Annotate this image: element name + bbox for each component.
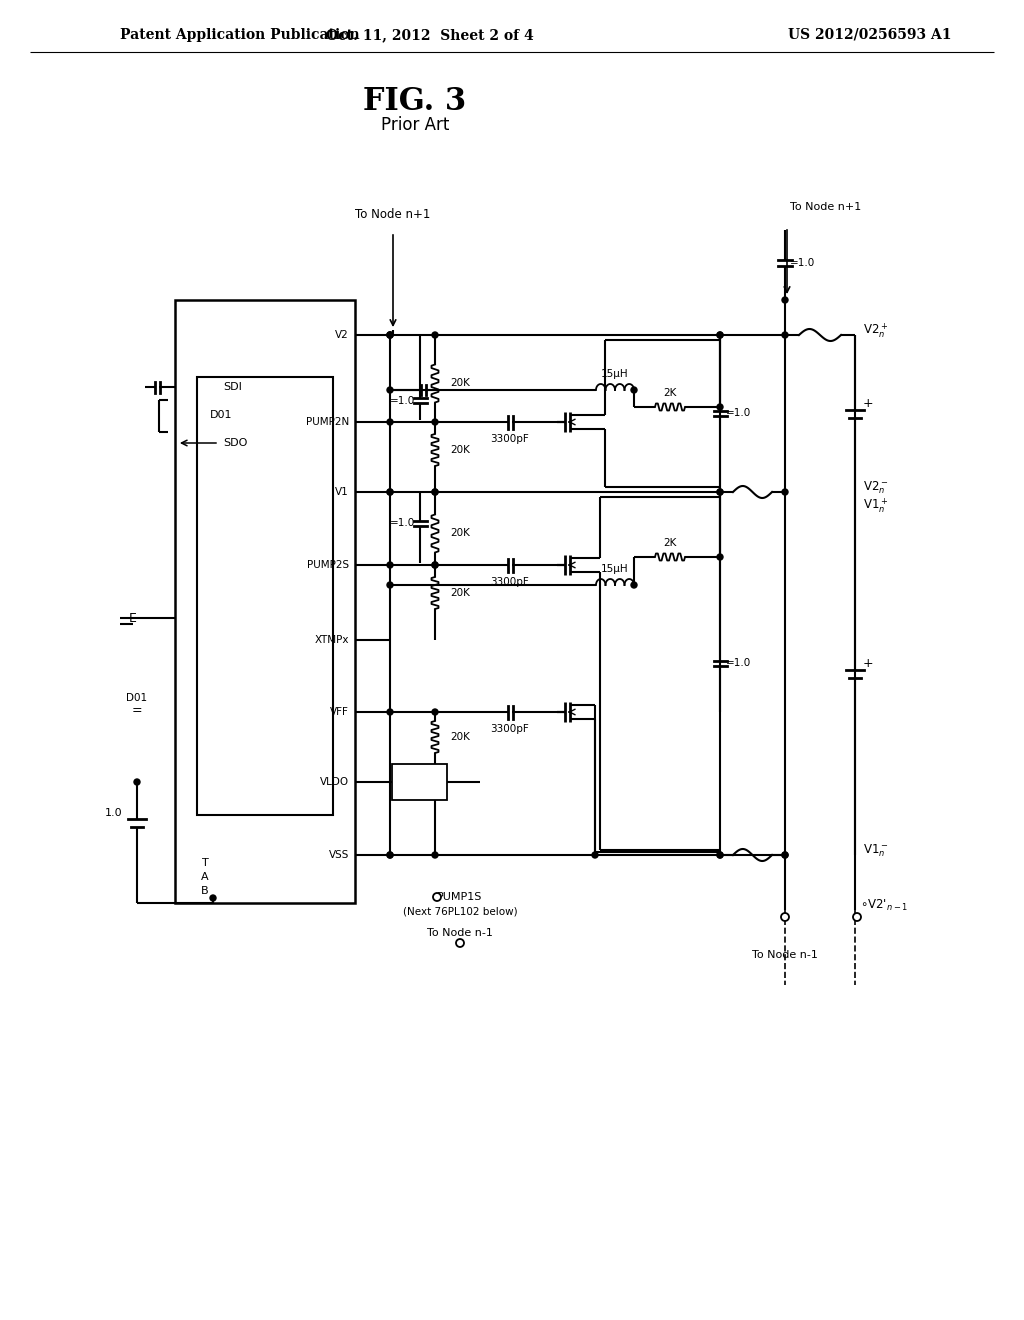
Text: Oct. 11, 2012  Sheet 2 of 4: Oct. 11, 2012 Sheet 2 of 4 [326,28,534,42]
Text: B: B [201,886,209,896]
Circle shape [387,851,393,858]
Circle shape [717,404,723,411]
Text: (Next 76PL102 below): (Next 76PL102 below) [402,907,517,917]
Text: V1$^+_n$: V1$^+_n$ [863,496,888,515]
Text: PUMP1S: PUMP1S [437,892,482,902]
Circle shape [387,333,393,338]
Text: 3300pF: 3300pF [490,723,529,734]
Circle shape [717,851,723,858]
Text: 15μH: 15μH [601,564,629,574]
Circle shape [432,333,438,338]
Circle shape [631,387,637,393]
Text: +: + [863,657,873,671]
Text: D01: D01 [210,411,232,420]
Circle shape [717,554,723,560]
Text: +: + [863,397,873,411]
Circle shape [432,562,438,568]
Circle shape [210,895,216,902]
Circle shape [134,779,140,785]
Text: VSS: VSS [329,850,349,861]
Circle shape [456,939,464,946]
Bar [175,300,355,903]
Circle shape [387,851,393,858]
Circle shape [853,913,861,921]
Circle shape [717,333,723,338]
Text: PUMP2S: PUMP2S [307,560,349,570]
Text: To Node n+1: To Node n+1 [790,202,861,213]
Circle shape [717,333,723,338]
Circle shape [717,488,723,495]
Bar [392,764,447,800]
Text: To Node n+1: To Node n+1 [355,209,431,222]
Text: =1.0: =1.0 [726,408,752,418]
Text: FIG. 3: FIG. 3 [364,87,467,117]
Text: Prior Art: Prior Art [381,116,450,135]
Circle shape [387,709,393,715]
Circle shape [781,913,790,921]
Text: V1$^-_n$: V1$^-_n$ [863,842,888,859]
Text: =1.0: =1.0 [390,396,415,405]
Circle shape [432,709,438,715]
Circle shape [782,851,788,858]
Text: Patent Application Publication: Patent Application Publication [120,28,359,42]
Text: =1.0: =1.0 [790,257,815,268]
Text: V1: V1 [335,487,349,498]
Circle shape [387,582,393,587]
Text: 20K: 20K [450,587,470,598]
Circle shape [387,387,393,393]
Circle shape [432,488,438,495]
Circle shape [592,851,598,858]
Text: 15μH: 15μH [601,370,629,379]
Text: To Node n-1: To Node n-1 [427,928,493,939]
Circle shape [387,488,393,495]
Text: US 2012/0256593 A1: US 2012/0256593 A1 [788,28,951,42]
Text: To Node n-1: To Node n-1 [752,950,818,960]
Text: A: A [201,873,209,882]
Text: VLDO: VLDO [319,777,349,787]
Text: 2K: 2K [664,539,677,548]
Text: V2$^+_n$: V2$^+_n$ [863,322,888,341]
Text: PUMP2N: PUMP2N [306,417,349,426]
Text: T: T [202,858,208,869]
Text: E: E [129,611,137,624]
Circle shape [433,894,441,902]
Circle shape [782,297,788,304]
Circle shape [432,851,438,858]
Circle shape [432,488,438,495]
Text: =1.0: =1.0 [390,519,415,528]
Text: 20K: 20K [450,445,470,455]
Bar [197,378,333,814]
Text: VFF: VFF [330,708,349,717]
Circle shape [782,851,788,858]
Circle shape [717,488,723,495]
Circle shape [432,562,438,568]
Circle shape [631,582,637,587]
Text: V2$^-_n$: V2$^-_n$ [863,479,888,496]
Circle shape [387,488,393,495]
Text: 2K: 2K [664,388,677,399]
Circle shape [782,333,788,338]
Text: 20K: 20K [450,528,470,539]
Text: 20K: 20K [450,379,470,388]
Circle shape [782,488,788,495]
Text: $\circ$V2$'_{n-1}$: $\circ$V2$'_{n-1}$ [860,898,908,912]
Text: SDO: SDO [223,438,248,447]
Text: =1.0: =1.0 [726,659,752,668]
Circle shape [387,418,393,425]
Circle shape [387,333,393,338]
Circle shape [432,418,438,425]
Text: 20K: 20K [450,733,470,742]
Text: XTMPx: XTMPx [314,635,349,645]
Text: V2: V2 [335,330,349,341]
Circle shape [717,851,723,858]
Text: 1.0: 1.0 [104,808,122,818]
Text: =: = [132,705,142,718]
Text: 3300pF: 3300pF [490,434,529,444]
Circle shape [387,333,393,338]
Text: 3300pF: 3300pF [490,577,529,587]
Text: SDI: SDI [223,381,242,392]
Circle shape [387,562,393,568]
Text: D01: D01 [126,693,147,704]
